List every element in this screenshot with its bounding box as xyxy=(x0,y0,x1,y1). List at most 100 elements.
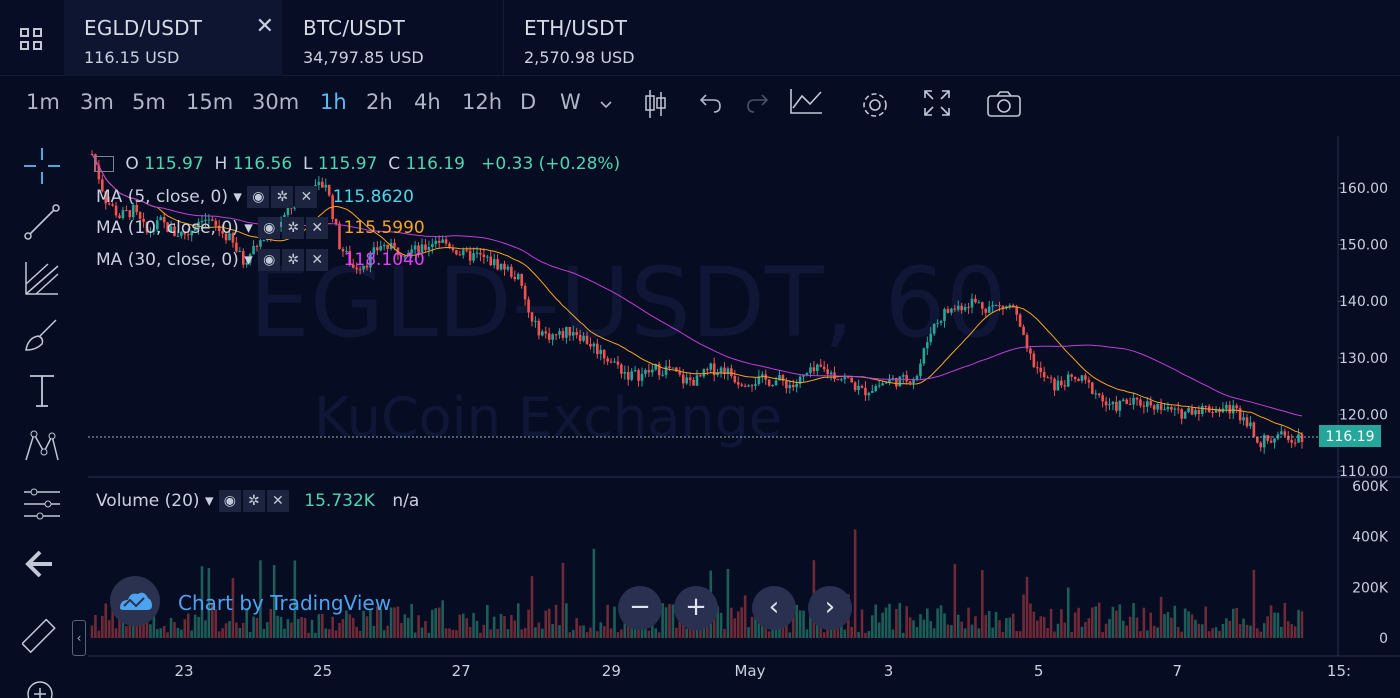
collapse-toolbar-button[interactable]: ‹ xyxy=(72,620,86,656)
crosshair-icon[interactable] xyxy=(22,146,62,186)
gear-icon[interactable]: ✲ xyxy=(271,186,294,208)
indicator-ma10[interactable]: MA (10, close, 0) ▾ ◉ ✲ ✕ 115.5990 xyxy=(96,217,425,239)
layout-grid-icon[interactable] xyxy=(20,28,44,52)
back-arrow-icon[interactable] xyxy=(22,544,62,584)
scroll-right-button[interactable]: › xyxy=(808,586,852,630)
close-icon[interactable]: ✕ xyxy=(306,217,329,239)
timeframe-2h[interactable]: 2h xyxy=(366,90,393,114)
volume-bar xyxy=(365,616,369,638)
camera-icon[interactable] xyxy=(986,90,1022,118)
timeframe-4h[interactable]: 4h xyxy=(414,90,441,114)
volume-legend[interactable]: Volume (20) ▾ ◉ ✲ ✕ 15.732K n/a xyxy=(96,490,419,512)
timeframe-1m[interactable]: 1m xyxy=(26,90,60,114)
candle-body xyxy=(365,265,369,268)
redo-icon[interactable] xyxy=(744,92,770,114)
gear-icon[interactable]: ✲ xyxy=(242,490,265,512)
zoom-out-button[interactable]: − xyxy=(618,586,662,630)
scroll-left-button[interactable]: ‹ xyxy=(752,586,796,630)
gear-icon[interactable] xyxy=(858,88,892,122)
candle-body xyxy=(688,377,692,380)
volume-bar xyxy=(888,603,891,638)
zoom-in-button[interactable]: + xyxy=(674,586,718,630)
indicator-ma30[interactable]: MA (30, close, 0) ▾ ◉ ✲ ✕ 118.1040 xyxy=(96,249,425,271)
close-icon[interactable]: ✕ xyxy=(306,249,329,271)
price-tick-label: 110.00 xyxy=(1339,464,1388,480)
indicator-ma5[interactable]: MA (5, close, 0) ▾ ◉ ✲ ✕ 115.8620 xyxy=(96,186,414,208)
eye-icon[interactable]: ◉ xyxy=(218,490,241,512)
text-icon[interactable] xyxy=(22,370,62,410)
volume-bar xyxy=(169,617,173,638)
volume-bar xyxy=(197,616,200,638)
volume-bar xyxy=(276,615,279,638)
tab-btc-usdt[interactable]: BTC/USDT 34,797.85 USD xyxy=(283,0,501,76)
pitchfork-icon[interactable] xyxy=(22,258,62,298)
symbol-toggle-icon[interactable] xyxy=(94,156,114,172)
volume-bar xyxy=(974,616,977,638)
candle-body xyxy=(987,306,991,313)
measure-icon[interactable] xyxy=(22,484,62,524)
close-icon[interactable]: ✕ xyxy=(255,14,274,39)
volume-bar xyxy=(802,610,805,638)
volume-bar xyxy=(334,630,338,638)
undo-icon[interactable] xyxy=(698,92,724,114)
candle-body xyxy=(472,253,475,261)
volume-bar xyxy=(431,609,434,638)
fullscreen-icon[interactable] xyxy=(922,88,952,118)
candle-body xyxy=(468,250,472,261)
volume-bar xyxy=(558,625,561,638)
volume-bar xyxy=(1097,602,1101,638)
volume-bar xyxy=(809,610,812,638)
timeframe-w[interactable]: W xyxy=(560,90,581,114)
chevron-down-icon[interactable] xyxy=(598,96,614,112)
timeframe-5m[interactable]: 5m xyxy=(132,90,166,114)
gear-icon[interactable]: ✲ xyxy=(282,249,305,271)
close-icon[interactable]: ✕ xyxy=(266,490,289,512)
volume-bar xyxy=(369,609,372,638)
timeframe-d[interactable]: D xyxy=(520,90,537,114)
volume-bar xyxy=(410,604,413,638)
chevron-down-icon[interactable]: ▾ xyxy=(244,218,253,238)
volume-bar xyxy=(912,620,915,638)
price-chart[interactable]: EGLD–USDT, 60 KuCoin Exchange 160.00 150.… xyxy=(88,136,1400,698)
volume-bar xyxy=(1207,631,1211,638)
tradingview-logo-icon[interactable] xyxy=(110,576,160,626)
volume-bar xyxy=(877,622,881,638)
eye-icon[interactable]: ◉ xyxy=(247,186,270,208)
timeframe-15m[interactable]: 15m xyxy=(186,90,234,114)
candle-body xyxy=(1008,305,1012,307)
zoom-in-icon[interactable] xyxy=(22,676,62,698)
tab-eth-usdt[interactable]: ETH/USDT 2,570.98 USD xyxy=(503,0,721,76)
tradingview-link[interactable]: Chart by TradingView xyxy=(178,591,392,615)
volume-bar xyxy=(754,609,757,638)
candle-body xyxy=(575,332,578,335)
timeframe-12h[interactable]: 12h xyxy=(462,90,503,114)
volume-bar xyxy=(860,609,864,638)
volume-bar xyxy=(238,627,242,638)
volume-bar xyxy=(348,614,352,638)
chevron-down-icon[interactable]: ▾ xyxy=(204,491,214,511)
timeframe-1h[interactable]: 1h xyxy=(320,90,347,114)
timeframe-30m[interactable]: 30m xyxy=(252,90,300,114)
eye-icon[interactable]: ◉ xyxy=(258,249,281,271)
chevron-down-icon[interactable]: ▾ xyxy=(244,250,253,270)
volume-bar xyxy=(1011,613,1015,638)
brush-icon[interactable] xyxy=(22,314,62,354)
ohlc-high: 116.56 xyxy=(232,154,293,174)
candle-body xyxy=(228,233,231,241)
candles-icon[interactable] xyxy=(642,88,668,120)
gear-icon[interactable]: ✲ xyxy=(282,217,305,239)
close-icon[interactable]: ✕ xyxy=(295,186,318,208)
chevron-down-icon[interactable]: ▾ xyxy=(233,187,242,207)
timeframe-3m[interactable]: 3m xyxy=(80,90,114,114)
tab-egld-usdt[interactable]: EGLD/USDT 116.15 USD ✕ xyxy=(64,0,282,76)
eye-icon[interactable]: ◉ xyxy=(258,217,281,239)
trend-line-icon[interactable] xyxy=(22,202,62,242)
candle-body xyxy=(946,308,950,313)
volume-bar xyxy=(266,622,269,638)
volume-bar xyxy=(107,620,111,638)
candle-body xyxy=(654,364,658,370)
candle-body xyxy=(317,181,321,186)
ruler-icon[interactable] xyxy=(22,618,62,658)
line-chart-icon[interactable] xyxy=(788,86,824,116)
pattern-icon[interactable] xyxy=(22,426,62,466)
